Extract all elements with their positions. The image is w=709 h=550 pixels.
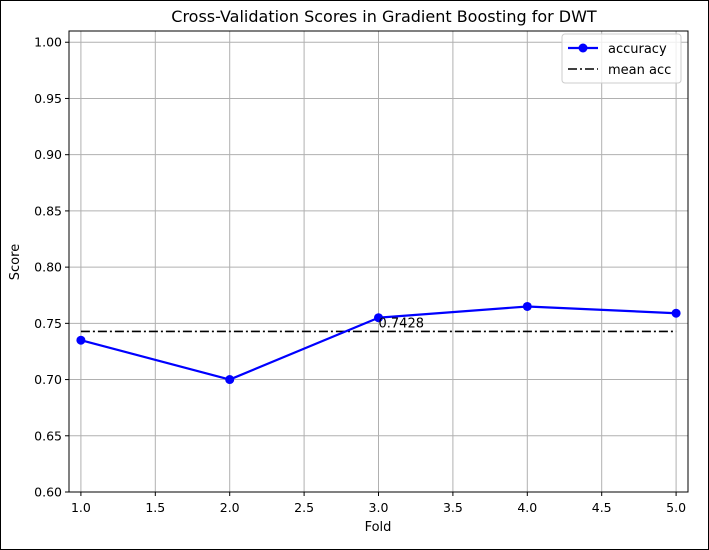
x-tick-label: 1.0	[71, 500, 91, 515]
y-tick-label: 0.85	[34, 203, 62, 218]
y-axis-label: Score	[8, 244, 23, 280]
y-tick-label: 0.70	[34, 372, 62, 387]
legend-frame	[561, 33, 682, 84]
axis-ticks: 1.0 1.5 2.0 2.5 3.0 3.5 4.0 4.5 5.0 0.60 0.65 0.70 0…	[34, 35, 686, 515]
mean-value-annotation: 0.7428	[379, 316, 425, 331]
chart-title: Cross-Validation Scores in Gradient Boos…	[171, 7, 597, 26]
x-tick-label: 1.5	[145, 500, 165, 515]
y-tick-label: 0.95	[34, 91, 62, 106]
data-point-accuracy	[522, 301, 532, 311]
y-tick-label: 0.80	[34, 260, 62, 275]
y-tick-label: 1.00	[34, 35, 62, 50]
legend: accuracy mean acc	[561, 33, 682, 84]
legend-label-accuracy: accuracy	[608, 42, 667, 57]
x-tick-label: 3.5	[443, 500, 463, 515]
data-point-accuracy	[76, 335, 86, 345]
data-point-accuracy	[374, 313, 383, 323]
x-tick-label: 4.0	[517, 500, 537, 515]
x-axis-label: Fold	[365, 520, 392, 535]
x-tick-label: 5.0	[666, 500, 686, 515]
y-tick-label: 0.65	[34, 428, 62, 443]
legend-label-mean-acc: mean acc	[608, 63, 671, 78]
x-tick-label: 4.5	[592, 500, 612, 515]
x-tick-label: 3.0	[369, 500, 389, 515]
y-tick-label: 0.90	[34, 147, 62, 162]
x-tick-label: 2.5	[294, 500, 314, 515]
data-series: 0.7428	[76, 301, 681, 385]
y-tick-label: 0.75	[34, 316, 62, 331]
data-point-accuracy	[225, 375, 235, 385]
x-tick-label: 2.0	[220, 500, 240, 515]
y-tick-label: 0.60	[34, 485, 62, 500]
data-point-accuracy	[671, 308, 681, 318]
legend-accuracy-marker	[578, 43, 588, 53]
